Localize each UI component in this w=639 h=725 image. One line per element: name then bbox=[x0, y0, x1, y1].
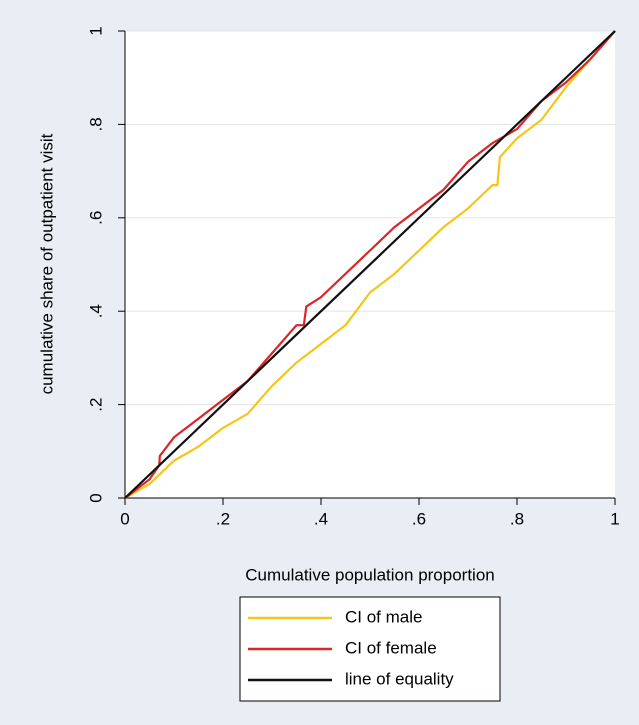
y-tick-label: 0 bbox=[86, 493, 105, 502]
x-tick-label: 0 bbox=[120, 509, 129, 528]
x-tick-label: 1 bbox=[610, 509, 619, 528]
x-tick-label: .6 bbox=[412, 509, 426, 528]
series-line bbox=[124, 30, 616, 499]
x-tick-label: .4 bbox=[314, 509, 328, 528]
x-tick-label: .8 bbox=[510, 509, 524, 528]
x-axis-title: Cumulative population proportion bbox=[245, 565, 495, 584]
y-tick-label: .4 bbox=[86, 304, 105, 318]
y-tick-label: .2 bbox=[86, 398, 105, 412]
x-tick-label: .2 bbox=[216, 509, 230, 528]
y-tick-label: 1 bbox=[86, 26, 105, 35]
y-axis-title: cumulative share of outpatient visit bbox=[37, 133, 56, 394]
y-tick-label: .6 bbox=[86, 211, 105, 225]
series-line bbox=[124, 30, 616, 499]
legend-label: line of equality bbox=[345, 669, 454, 688]
legend-label: CI of male bbox=[345, 607, 422, 626]
legend-label: CI of female bbox=[345, 638, 437, 657]
series-line bbox=[124, 30, 616, 499]
y-tick-label: .8 bbox=[86, 117, 105, 131]
